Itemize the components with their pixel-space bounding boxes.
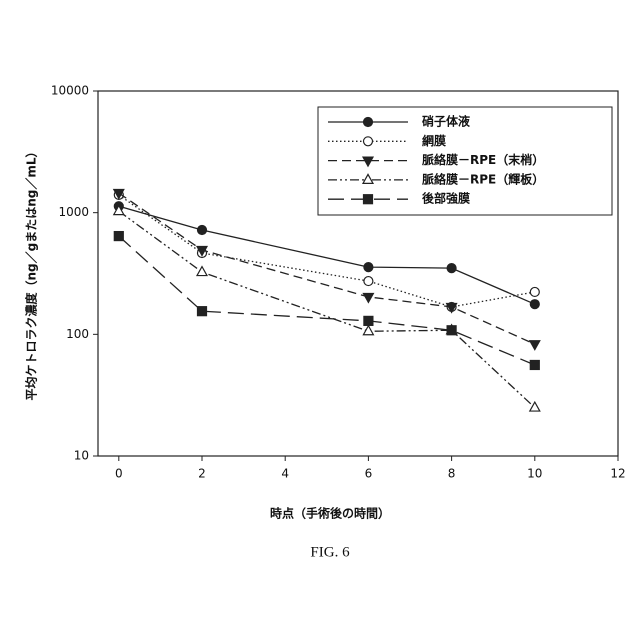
x-tick-label: 12 [610,467,625,481]
y-tick-label: 1000 [58,205,89,219]
marker [447,264,456,273]
series-line [119,211,535,407]
legend-label: 硝子体液 [422,114,470,129]
caption: FIG. 6 [310,544,350,560]
x-tick-label: 10 [527,467,542,481]
page: {"chart_data": {"type": "line", "x_label… [0,0,640,640]
x-tick-label: 6 [365,467,373,481]
marker [530,402,540,411]
marker [198,307,207,316]
marker [530,300,539,309]
x-tick-label: 0 [115,467,123,481]
marker [197,267,207,276]
legend-marker [364,195,373,204]
legend-marker [364,137,373,146]
x-tick-label: 8 [448,467,456,481]
y-axis-label: 平均ケトロラク濃度（ng／gまたはng／mL） [24,145,39,400]
x-tick-label: 4 [281,467,289,481]
chart: 時点（手術後の時間） 平均ケトロラク濃度（ng／gまたはng／mL） FIG. … [0,0,640,640]
x-axis-label: 時点（手術後の時間） [270,506,390,521]
marker [364,316,373,325]
marker [198,226,207,235]
marker [364,277,373,286]
series-line [119,193,535,344]
series-line [119,206,535,304]
legend-label: 後部強膜 [422,191,470,206]
legend-label: 網膜 [422,133,446,148]
marker [530,360,539,369]
legend-marker [364,118,373,127]
marker [364,263,373,272]
marker [114,232,123,241]
series-line [119,236,535,365]
y-tick-label: 10 [74,449,89,463]
marker [447,326,456,335]
y-tick-label: 10000 [51,84,89,98]
marker [363,293,373,302]
marker [530,341,540,350]
marker [530,287,539,296]
x-tick-label: 2 [198,467,206,481]
legend-label: 脈絡膜－RPE（末梢） [422,152,544,167]
y-tick-label: 100 [66,327,89,341]
legend-label: 脈絡膜－RPE（輝板） [422,171,544,186]
